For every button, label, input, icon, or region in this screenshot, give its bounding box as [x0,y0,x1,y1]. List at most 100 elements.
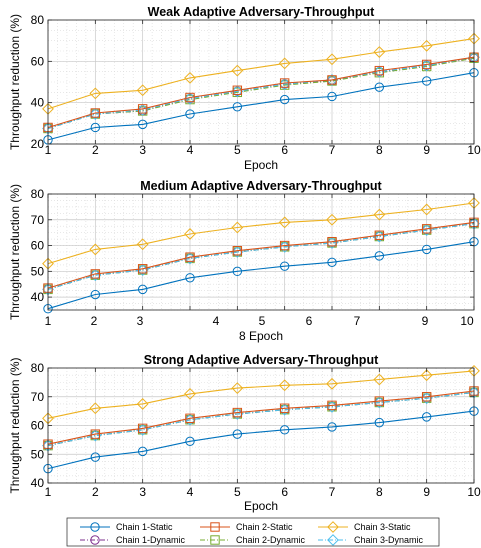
data-point [327,400,337,411]
data-point [90,452,101,462]
series-line [47,56,475,129]
legend-marker [327,534,339,546]
data-point [232,246,243,256]
data-point [185,273,195,283]
x-tick-label: 9 [422,314,429,328]
y-tick-label: 40 [31,290,45,304]
chart-title: Medium Adaptive Adversary-Throughput [140,179,382,193]
y-tick-label: 80 [31,13,45,27]
x-tick-label: 1 [45,143,52,157]
data-point [184,71,196,84]
legend-label: Chain 2-Dynamic [236,535,306,545]
legend-marker [90,522,100,532]
y-tick-label: 60 [31,54,45,68]
series-chain-3-static [42,32,480,115]
legend-marker [210,522,220,532]
data-point [232,102,243,112]
x-tick-label: 10 [460,314,474,328]
data-point [374,230,385,240]
legend-label: Chain 2-Static [236,522,293,532]
data-point [373,46,386,58]
data-point [327,75,337,85]
legend-label: Chain 3-Static [354,522,411,532]
legend-box [66,517,440,547]
x-tick-label: 6 [281,485,288,499]
data-point [374,82,385,92]
series-line [47,72,475,141]
x-tick-label: 10 [467,485,481,499]
series-chain-2-static [43,52,479,133]
x-tick-label: 3 [139,485,146,499]
x-tick-label: 2 [91,314,98,328]
series-line [47,390,475,445]
legend-marker [90,535,100,545]
y-axis-label: Throughput reduction (%) [8,14,22,150]
chart-title: Weak Adaptive Adversary-Throughput [148,5,375,19]
data-point [185,413,195,424]
data-point [137,104,148,114]
x-tick-label: 3 [137,314,144,328]
legend-label: Chain 1-Dynamic [116,535,186,545]
series-chain-2-static [43,386,479,449]
data-point [90,108,101,118]
x-tick-label: 2 [92,143,99,157]
data-point [420,203,433,216]
y-tick-label: 40 [31,96,45,110]
series-chain-3-static [42,364,480,425]
x-tick-label: 5 [259,314,266,328]
axes-box [47,193,475,311]
data-point [90,122,101,133]
grid [47,367,475,484]
data-point [326,377,338,390]
data-point [136,84,149,97]
data-point [327,236,337,247]
series-line [47,57,475,130]
data-point [327,422,337,432]
series-line [47,56,475,130]
chart-panel-1: 20 40 60 80 1 2 3 4 5 6 7 8 9 10 Weak Adaptive Adversa… [8,5,481,172]
series-chain-3-dynamic [42,217,480,296]
y-axis-label: Throughput reduction (%) [8,357,22,493]
y-tick-label: 40 [31,476,45,490]
y-tick-label: 70 [31,213,45,227]
data-point [373,373,386,386]
x-tick-label: 5 [234,143,241,157]
x-tick-label: 9 [423,485,430,499]
series-line [47,223,475,290]
x-tick-label: 5 [234,485,241,499]
y-tick-label: 80 [31,187,45,201]
series-chain-1-static [43,68,479,145]
data-point [232,85,243,95]
legend-item-chain-2-dynamic: Chain 2-Dynamic [200,535,306,545]
data-point [374,65,385,76]
data-point [327,91,337,102]
x-tick-label: 7 [329,485,336,499]
grid [47,19,475,145]
x-tick-label: 8 [376,485,383,499]
series-chain-2-static [43,217,479,293]
series-chain-1-static [43,236,479,314]
data-point [136,238,149,251]
x-tick-label: 4 [187,143,194,157]
series-line [47,202,475,265]
y-tick-label: 20 [31,137,45,151]
data-point [184,387,196,400]
data-point [279,94,290,105]
axes-box [47,19,475,145]
data-point [185,252,195,262]
data-point [421,76,432,86]
data-point [279,261,290,271]
data-point [421,392,432,402]
x-tick-label: 10 [467,143,481,157]
data-point [279,403,290,413]
data-point [374,396,385,406]
chart-panel-2: 40 50 60 70 80 1 2 3 4 5 6 7 9 10 Medium Adaptive Adve… [8,179,480,343]
data-point [278,379,291,392]
legend-item-chain-1-dynamic: Chain 1-Dynamic [80,535,186,545]
data-point [374,417,385,428]
data-point [137,264,148,274]
x-tick-label: 2 [92,485,99,499]
y-tick-label: 50 [31,264,45,278]
x-tick-label: 7 [354,314,361,328]
data-point [185,92,195,103]
